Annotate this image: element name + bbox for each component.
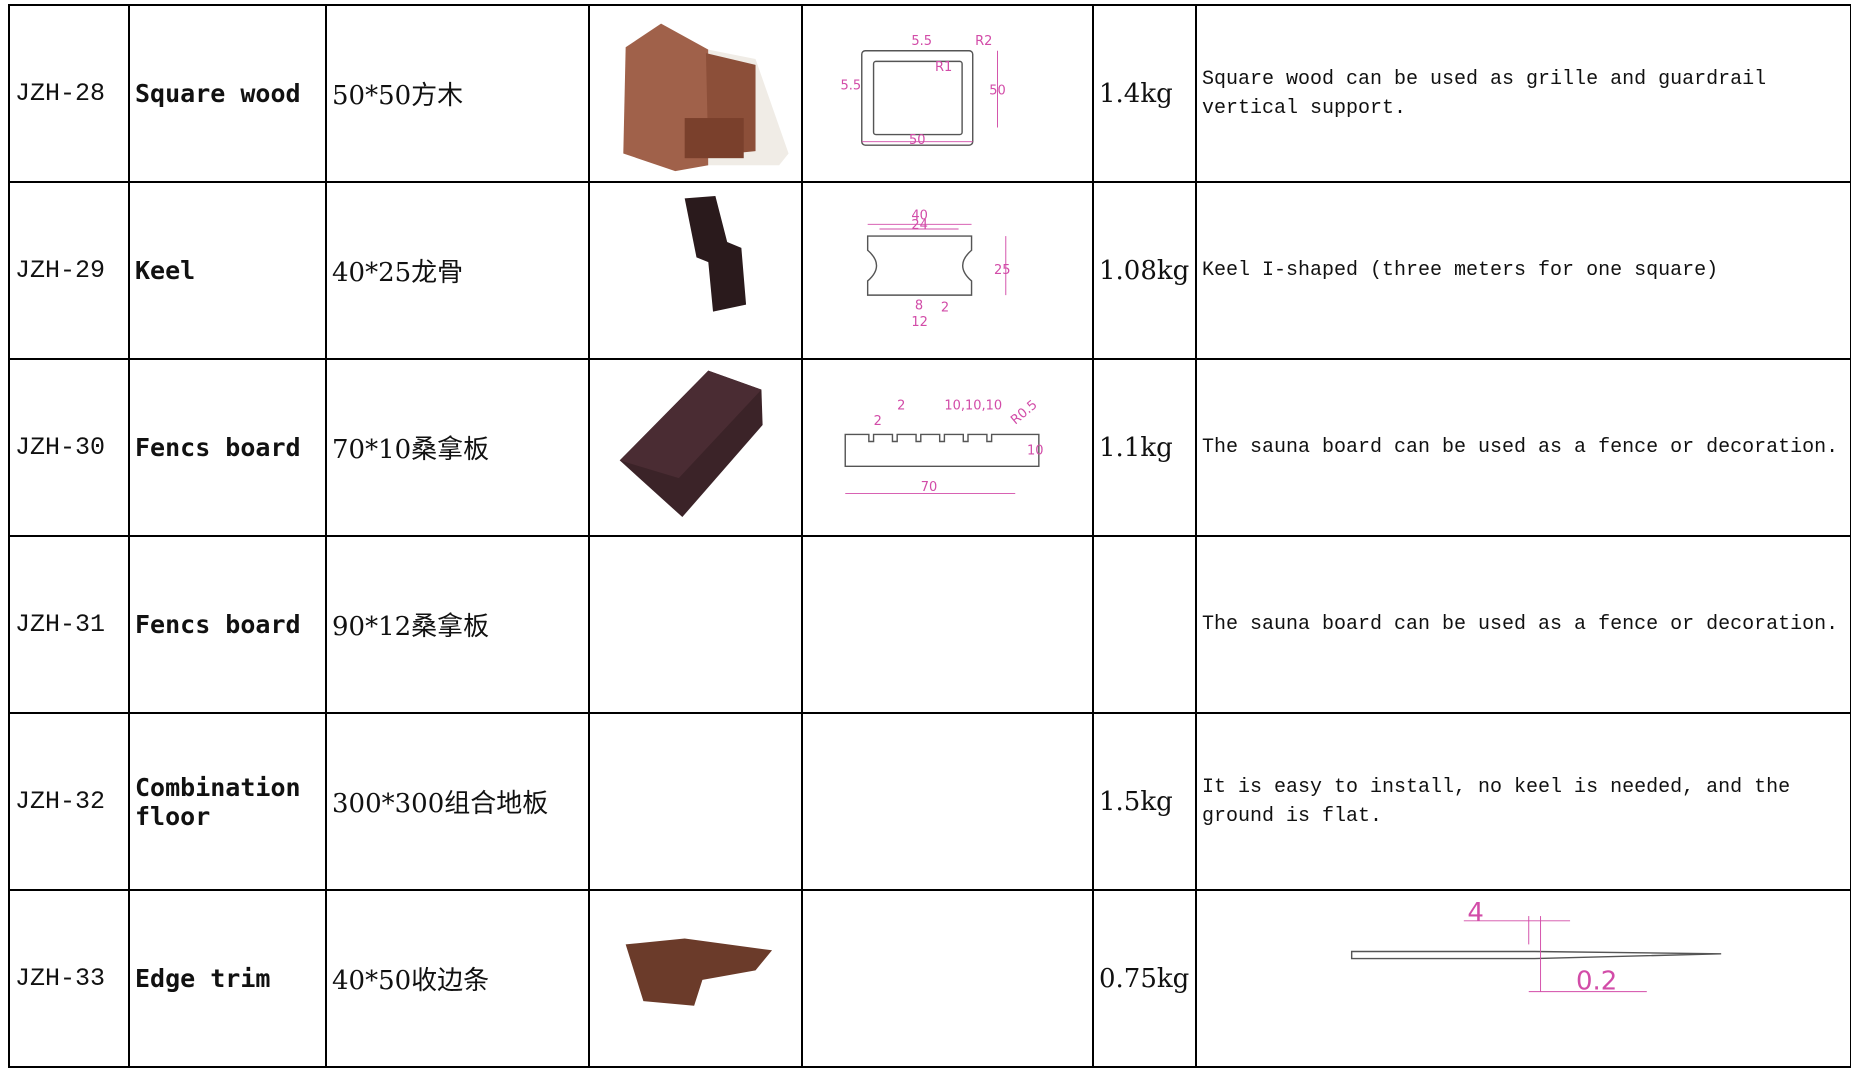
cell-code: JZH-28 xyxy=(8,4,130,183)
cell-spec: 40*50收边条 xyxy=(325,889,590,1068)
cell-name: Keel xyxy=(128,181,327,360)
cell-code: JZH-31 xyxy=(8,535,130,714)
cell-description: Keel I-shaped (three meters for one squa… xyxy=(1195,181,1851,360)
weight: 1.4kg xyxy=(1099,78,1173,109)
name: Edge trim xyxy=(135,964,271,993)
cell-drawing-cell xyxy=(801,535,1094,714)
description: It is easy to install, no keel is needed… xyxy=(1202,775,1791,828)
cell-weight: 1.4kg xyxy=(1092,4,1197,183)
cell-photo xyxy=(588,181,803,360)
cell-drawing-cell xyxy=(801,712,1094,891)
cell-spec: 50*50方木 xyxy=(325,4,590,183)
cell-code: JZH-30 xyxy=(8,358,130,537)
cell-spec: 300*300组合地板 xyxy=(325,712,590,891)
weight: 0.75kg xyxy=(1099,963,1190,994)
cell-name: Combination floor xyxy=(128,712,327,891)
cell-code: JZH-29 xyxy=(8,181,130,360)
cell-photo xyxy=(588,535,803,714)
cell-description: It is easy to install, no keel is needed… xyxy=(1195,712,1851,891)
cell-drawing-cell xyxy=(801,358,1094,537)
cell-weight: 1.08kg xyxy=(1092,181,1197,360)
name: Keel xyxy=(135,256,196,285)
cell-drawing-cell xyxy=(801,889,1094,1068)
weight: 1.5kg xyxy=(1099,786,1173,817)
cell-code: JZH-33 xyxy=(8,889,130,1068)
cell-weight: 1.5kg xyxy=(1092,712,1197,891)
code: JZH-31 xyxy=(15,610,106,639)
description: Keel I-shaped (three meters for one squa… xyxy=(1202,259,1719,282)
cell-weight: 1.1kg xyxy=(1092,358,1197,537)
spec: 40*50收边条 xyxy=(332,966,490,996)
code: JZH-28 xyxy=(15,79,106,108)
cell-drawing-cell xyxy=(801,4,1094,183)
spec: 300*300组合地板 xyxy=(332,789,549,819)
code: JZH-33 xyxy=(15,964,106,993)
spec: 70*10桑拿板 xyxy=(332,435,490,465)
cell-spec: 40*25龙骨 xyxy=(325,181,590,360)
weight: 1.08kg xyxy=(1099,255,1190,286)
description: The sauna board can be used as a fence o… xyxy=(1202,613,1839,636)
code: JZH-29 xyxy=(15,256,106,285)
weight: 1.1kg xyxy=(1099,432,1173,463)
cell-spec: 70*10桑拿板 xyxy=(325,358,590,537)
spec: 50*50方木 xyxy=(332,81,464,111)
name: Fencs board xyxy=(135,610,301,639)
spec: 40*25龙骨 xyxy=(332,258,464,288)
cell-description: The sauna board can be used as a fence o… xyxy=(1195,535,1851,714)
cell-description: The sauna board can be used as a fence o… xyxy=(1195,358,1851,537)
cell-name: Square wood xyxy=(128,4,327,183)
cell-spec: 90*12桑拿板 xyxy=(325,535,590,714)
cell-photo xyxy=(588,358,803,537)
spec: 90*12桑拿板 xyxy=(332,612,490,642)
cell-weight xyxy=(1092,535,1197,714)
name: Fencs board xyxy=(135,433,301,462)
description: The sauna board can be used as a fence o… xyxy=(1202,436,1839,459)
cell-description: Square wood can be used as grille and gu… xyxy=(1195,4,1851,183)
cell-weight: 0.75kg xyxy=(1092,889,1197,1068)
code: JZH-30 xyxy=(15,433,106,462)
cell-name: Edge trim xyxy=(128,889,327,1068)
name: Square wood xyxy=(135,79,301,108)
cell-photo xyxy=(588,4,803,183)
description: Square wood can be used as grille and gu… xyxy=(1202,67,1767,120)
cell-description xyxy=(1195,889,1851,1068)
cell-photo xyxy=(588,889,803,1068)
name: Combination floor xyxy=(135,772,301,831)
cell-photo xyxy=(588,712,803,891)
cell-code: JZH-32 xyxy=(8,712,130,891)
cell-name: Fencs board xyxy=(128,358,327,537)
cell-drawing-cell xyxy=(801,181,1094,360)
cell-name: Fencs board xyxy=(128,535,327,714)
code: JZH-32 xyxy=(15,787,106,816)
